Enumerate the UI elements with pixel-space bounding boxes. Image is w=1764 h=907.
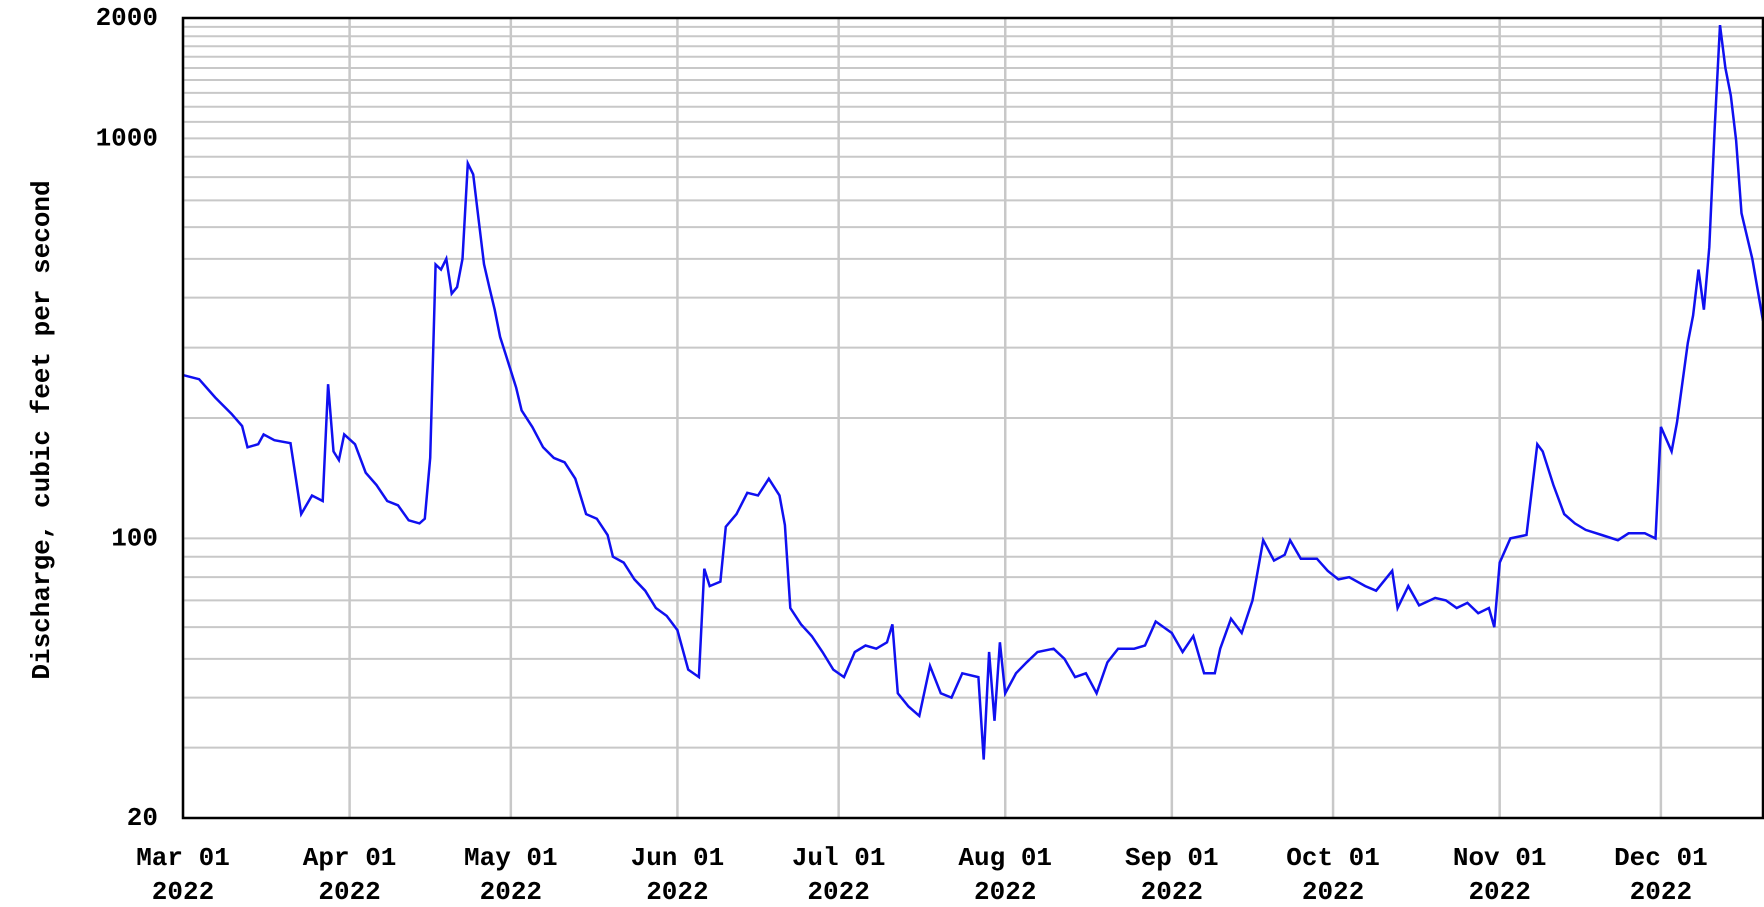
x-tick-label: Aug 01 2022 — [958, 843, 1052, 907]
x-tick-label: Dec 01 2022 — [1614, 843, 1708, 907]
marks — [182, 24, 1764, 760]
y-tick-label: 20 — [127, 803, 158, 833]
x-tick-label: Apr 01 2022 — [303, 843, 397, 907]
plot-frame — [181, 16, 1764, 820]
y-axis-label: Discharge, cubic feet per second — [27, 180, 57, 679]
y-tick-label: 1000 — [96, 123, 158, 153]
x-tick-label: Jul 01 2022 — [792, 843, 886, 907]
x-tick-label: Oct 01 2022 — [1286, 843, 1380, 907]
x-tick-label: Sep 01 2022 — [1125, 843, 1219, 907]
x-tick-label: Mar 01 2022 — [136, 843, 230, 907]
line-series — [182, 24, 1764, 760]
grid — [181, 17, 1763, 819]
x-tick-label: Jun 01 2022 — [631, 843, 725, 907]
y-tick-label: 2000 — [96, 3, 158, 33]
labels: 20 100 1000 2000 Mar 01 2022 Apr 01 2022 May 01 2… — [96, 3, 1708, 907]
x-tick-label: May 01 2022 — [464, 843, 558, 907]
y-tick-label: 100 — [111, 523, 158, 553]
x-tick-label: Nov 01 2022 — [1453, 843, 1547, 907]
